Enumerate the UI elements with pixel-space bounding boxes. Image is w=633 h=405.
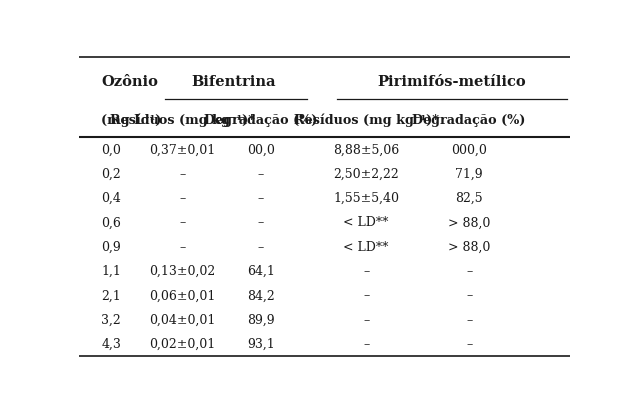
Text: 0,2: 0,2 — [101, 167, 121, 180]
Text: 0,04±0,01: 0,04±0,01 — [149, 313, 215, 326]
Text: Ozônio: Ozônio — [101, 75, 158, 88]
Text: –: – — [258, 216, 264, 229]
Text: –: – — [466, 264, 472, 277]
Text: 1,55±5,40: 1,55±5,40 — [333, 192, 399, 205]
Text: 82,5: 82,5 — [455, 192, 483, 205]
Text: 1,1: 1,1 — [101, 264, 121, 277]
Text: 0,13±0,02: 0,13±0,02 — [149, 264, 215, 277]
Text: 0,37±0,01: 0,37±0,01 — [149, 143, 215, 156]
Text: Resíduos (mg kg⁻¹)*: Resíduos (mg kg⁻¹)* — [110, 113, 254, 127]
Text: 93,1: 93,1 — [247, 337, 275, 350]
Text: 2,1: 2,1 — [101, 289, 121, 302]
Text: 8,88±5,06: 8,88±5,06 — [333, 143, 399, 156]
Text: > 88,0: > 88,0 — [448, 216, 491, 229]
Text: 00,0: 00,0 — [247, 143, 275, 156]
Text: 0,4: 0,4 — [101, 192, 121, 205]
Text: Degradação (%): Degradação (%) — [204, 114, 317, 127]
Text: 2,50±2,22: 2,50±2,22 — [333, 167, 399, 180]
Text: –: – — [179, 167, 185, 180]
Text: 64,1: 64,1 — [247, 264, 275, 277]
Text: –: – — [258, 192, 264, 205]
Text: 71,9: 71,9 — [455, 167, 483, 180]
Text: (mg L⁻¹): (mg L⁻¹) — [101, 114, 161, 127]
Text: –: – — [466, 313, 472, 326]
Text: 0,9: 0,9 — [101, 240, 121, 253]
Text: –: – — [466, 289, 472, 302]
Text: 89,9: 89,9 — [247, 313, 275, 326]
Text: –: – — [179, 216, 185, 229]
Text: –: – — [466, 337, 472, 350]
Text: < LD**: < LD** — [344, 240, 389, 253]
Text: 4,3: 4,3 — [101, 337, 121, 350]
Text: Degradação (%): Degradação (%) — [413, 114, 526, 127]
Text: –: – — [179, 240, 185, 253]
Text: –: – — [363, 313, 369, 326]
Text: < LD**: < LD** — [344, 216, 389, 229]
Text: Pirimifós-metílico: Pirimifós-metílico — [378, 75, 526, 88]
Text: > 88,0: > 88,0 — [448, 240, 491, 253]
Text: –: – — [363, 264, 369, 277]
Text: 0,6: 0,6 — [101, 216, 121, 229]
Text: –: – — [258, 167, 264, 180]
Text: 0,0: 0,0 — [101, 143, 121, 156]
Text: 3,2: 3,2 — [101, 313, 121, 326]
Text: 000,0: 000,0 — [451, 143, 487, 156]
Text: –: – — [179, 192, 185, 205]
Text: Bifentrina: Bifentrina — [191, 75, 276, 88]
Text: 84,2: 84,2 — [247, 289, 275, 302]
Text: –: – — [258, 240, 264, 253]
Text: 0,06±0,01: 0,06±0,01 — [149, 289, 215, 302]
Text: 0,02±0,01: 0,02±0,01 — [149, 337, 215, 350]
Text: –: – — [363, 337, 369, 350]
Text: Resíduos (mg kg⁻¹)*: Resíduos (mg kg⁻¹)* — [294, 113, 439, 127]
Text: –: – — [363, 289, 369, 302]
